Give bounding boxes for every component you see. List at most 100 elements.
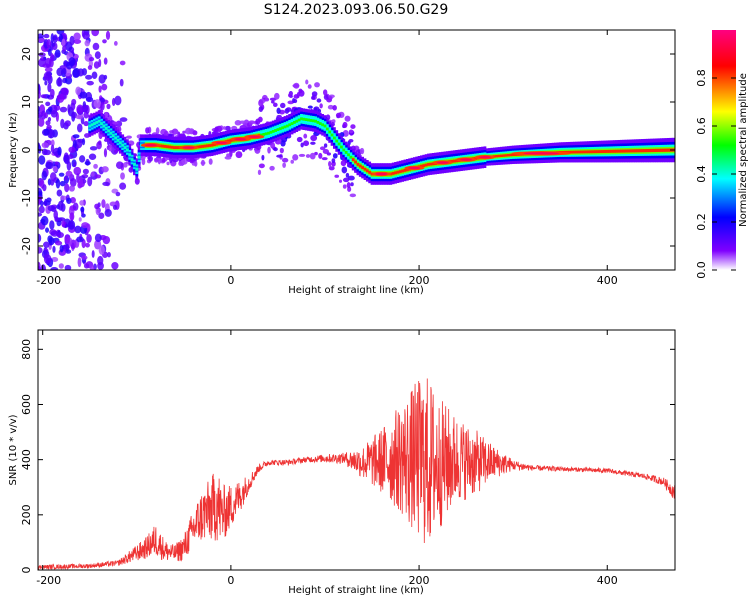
heatmap-cell	[102, 39, 107, 44]
heatmap-cell	[170, 145, 174, 149]
heatmap-cell	[93, 61, 100, 69]
heatmap-cell	[523, 152, 560, 155]
heatmap-cell	[154, 158, 159, 163]
heatmap-cell	[42, 184, 47, 192]
heatmap-cell	[102, 181, 110, 187]
heatmap-cell	[403, 168, 407, 172]
heatmap-cell	[342, 148, 346, 152]
heatmap-cell	[93, 163, 98, 169]
heatmap-cell	[300, 117, 303, 121]
heatmap-cell	[502, 154, 506, 157]
heatmap-cell	[79, 155, 86, 163]
heatmap-cell	[303, 133, 308, 139]
heatmap-cell	[56, 93, 65, 103]
heatmap-cell	[427, 162, 430, 166]
heatmap-cell	[296, 92, 300, 99]
heatmap-cell	[41, 170, 48, 181]
heatmap-cell	[45, 227, 50, 233]
heatmap-cell	[624, 149, 628, 153]
heatmap-cell	[58, 263, 64, 269]
heatmap-cell	[349, 193, 357, 198]
heatmap-cell	[108, 146, 113, 152]
heatmap-cell	[38, 261, 41, 270]
heatmap-cell	[298, 153, 306, 157]
heatmap-cell	[82, 31, 90, 40]
heatmap-cell	[115, 191, 121, 197]
heatmap-cell	[49, 220, 55, 230]
heatmap-cell	[310, 141, 316, 145]
heatmap-cell	[267, 146, 271, 154]
spectrogram-heatmap	[38, 30, 675, 270]
heatmap-cell	[50, 139, 55, 147]
heatmap-cell	[61, 38, 66, 46]
heatmap-cell	[429, 162, 433, 166]
heatmap-cell	[318, 122, 322, 126]
heatmap-cell	[43, 33, 50, 39]
heatmap-cell	[276, 107, 281, 114]
heatmap-cell	[224, 156, 232, 160]
heatmap-cell	[281, 157, 289, 163]
heatmap-cell	[492, 155, 496, 158]
heatmap-cell	[54, 161, 59, 166]
heatmap-cell	[641, 149, 644, 153]
heatmap-cell	[112, 121, 119, 125]
heatmap-cell	[63, 68, 67, 75]
heatmap-cell	[155, 127, 160, 135]
heatmap-cell	[72, 139, 77, 149]
heatmap-cell	[52, 165, 58, 173]
heatmap-cell	[292, 120, 296, 124]
heatmap-cell	[302, 117, 306, 121]
heatmap-cell	[354, 160, 357, 164]
heatmap-cell	[305, 154, 311, 158]
heatmap-cell	[309, 118, 313, 122]
colorbar-gradient	[712, 30, 736, 270]
heatmap-cell	[185, 127, 192, 135]
heatmap-cell	[89, 265, 95, 270]
heatmap-cell	[350, 124, 356, 130]
heatmap-cell	[113, 41, 118, 46]
y-tick-label: -10	[20, 189, 33, 207]
heatmap-cell	[40, 94, 47, 99]
heatmap-cell	[102, 124, 106, 128]
heatmap-cell	[342, 121, 348, 129]
heatmap-cell	[316, 120, 320, 124]
heatmap-cell	[73, 166, 82, 176]
heatmap-cell	[104, 126, 108, 130]
heatmap-cell	[64, 264, 72, 270]
heatmap-cell	[603, 150, 607, 153]
heatmap-cell	[270, 142, 276, 149]
heatmap-cell	[87, 176, 93, 187]
heatmap-cell	[39, 200, 44, 207]
heatmap-cell	[258, 106, 264, 113]
heatmap-cell	[92, 42, 100, 51]
heatmap-cell	[101, 199, 106, 209]
heatmap-cell	[650, 148, 654, 153]
heatmap-cell	[69, 177, 77, 187]
spectrogram-ylabel: Frequency (Hz)	[8, 112, 19, 188]
heatmap-cell	[101, 83, 108, 91]
heatmap-cell	[46, 38, 52, 49]
heatmap-cell	[47, 235, 53, 243]
heatmap-cell	[327, 104, 334, 110]
heatmap-cell	[318, 152, 323, 159]
spectrogram-panel: -200 0 200 400 -20 -10 0 10 20 Height of straigh…	[8, 29, 676, 296]
spectrogram-xlabel: Height of straight line (km)	[288, 285, 424, 296]
heatmap-cell	[90, 171, 95, 177]
heatmap-cell	[638, 149, 642, 153]
heatmap-cell	[120, 172, 125, 180]
heatmap-cell	[310, 135, 318, 142]
heatmap-cell	[634, 149, 637, 153]
heatmap-cell	[100, 102, 105, 111]
heatmap-cell	[50, 53, 54, 62]
heatmap-cell	[76, 123, 83, 133]
heatmap-cell	[615, 149, 619, 153]
heatmap-cell	[45, 101, 51, 107]
x-tick-label: 400	[597, 574, 618, 587]
heatmap-cell	[135, 167, 139, 171]
heatmap-cell	[44, 198, 48, 207]
heatmap-cell	[54, 240, 63, 246]
heatmap-cell	[450, 159, 454, 163]
heatmap-cell	[452, 159, 456, 163]
heatmap-cell	[133, 162, 136, 166]
heatmap-cell	[667, 148, 670, 152]
